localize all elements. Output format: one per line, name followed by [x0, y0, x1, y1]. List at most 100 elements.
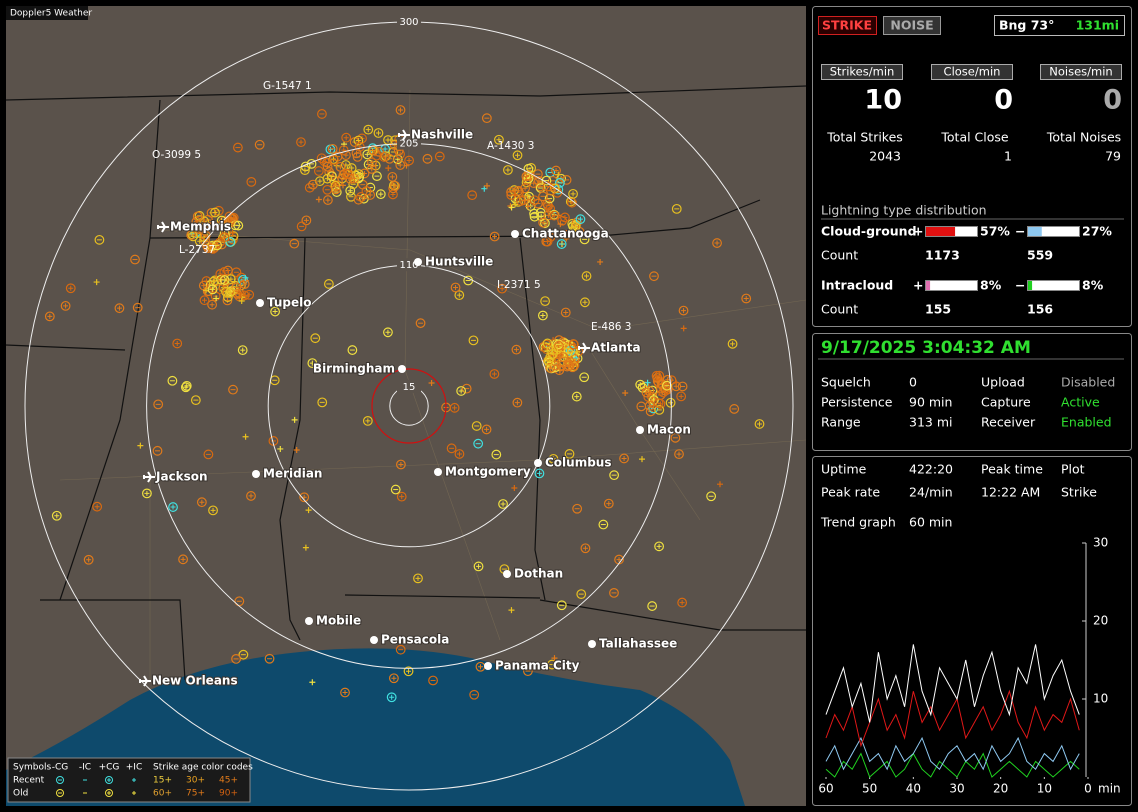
- state-borders: [6, 85, 806, 681]
- strike-symbol: [203, 449, 214, 460]
- strike-symbol: [499, 286, 505, 292]
- sign: −: [1015, 224, 1025, 239]
- strike-symbol: [570, 191, 576, 197]
- setting-text: 90 min: [909, 395, 952, 410]
- strike-symbol: [538, 191, 548, 202]
- strike-symbol: [207, 299, 218, 310]
- distance: 131mi: [1076, 18, 1119, 33]
- strike-symbol: [397, 162, 403, 168]
- strike-symbol: [296, 221, 307, 232]
- strike-symbol: [365, 190, 376, 200]
- strike-symbol: [453, 284, 459, 290]
- close-range-circle: [371, 368, 447, 444]
- strike-symbol: [579, 234, 590, 245]
- strike-symbol: [301, 494, 307, 500]
- city-marker: [588, 640, 596, 648]
- x-tick-label: 10: [1037, 782, 1052, 796]
- x-tick-label: 0: [1084, 782, 1092, 796]
- legend-symbol: [56, 776, 64, 784]
- strike-symbol: [316, 153, 327, 164]
- strike-symbol: [190, 395, 201, 405]
- strike-symbol: [231, 653, 241, 664]
- sign: +: [913, 224, 923, 239]
- strike-symbol: [388, 673, 399, 684]
- stat-text: 24/min: [909, 485, 953, 500]
- strike-symbol: [521, 171, 532, 182]
- strike-symbol: [215, 221, 225, 231]
- strike-symbol: [406, 158, 412, 164]
- y-tick-label: 10: [1093, 692, 1108, 706]
- strike-symbol: [310, 333, 321, 344]
- strike-symbol: [656, 543, 662, 549]
- strike-symbol: [222, 292, 233, 303]
- strike-symbol: [210, 286, 216, 292]
- strike-symbol: [621, 455, 627, 461]
- strike-symbol: [130, 254, 140, 265]
- strike-symbol: [209, 302, 215, 308]
- legend-box: [7, 757, 251, 803]
- strike-symbol: [554, 348, 561, 355]
- city-label: Columbus: [545, 456, 612, 470]
- rate-label: Noises/min: [1049, 65, 1112, 79]
- strike-symbol: [203, 232, 209, 238]
- strike-symbol: [553, 340, 564, 351]
- strike-symbol: [680, 325, 687, 332]
- strike-symbol: [454, 290, 465, 301]
- strike-symbol: [63, 303, 69, 309]
- strike-symbol: [366, 164, 377, 174]
- strike-symbol: [239, 290, 250, 301]
- strike-symbol: [181, 380, 192, 391]
- strike-symbol: [68, 285, 74, 291]
- strike-button[interactable]: [818, 16, 877, 35]
- strike-symbol: [540, 220, 546, 226]
- strike-symbol: [367, 192, 373, 198]
- strike-symbol: [144, 490, 150, 496]
- detector-label: I-2371 5: [497, 279, 541, 291]
- strike-symbol: [415, 575, 421, 581]
- strike-symbol: [542, 338, 553, 349]
- strike-symbol: [413, 573, 423, 584]
- strike-symbol: [94, 234, 105, 245]
- strike-symbol: [347, 345, 358, 355]
- strike-symbol: [197, 238, 203, 244]
- strike-symbol: [398, 461, 404, 467]
- map: 300 205 110 15 Nashville Memphis Chattanooga H…: [6, 6, 806, 806]
- city-label: Tupelo: [267, 296, 312, 310]
- strike-symbol: [580, 297, 590, 308]
- strike-symbol: [757, 421, 762, 427]
- total-value: 2043: [869, 149, 901, 164]
- percent-label: 8%: [980, 278, 1002, 293]
- airport-icon: [578, 342, 590, 354]
- legend: Symbols -CG -IC +CG +IC Strike age color code…: [7, 757, 253, 803]
- strike-symbol: [484, 182, 491, 189]
- city-marker: [252, 470, 260, 478]
- strike-symbol: [307, 358, 318, 369]
- legend-symbol: [105, 776, 113, 784]
- strike-symbol: [300, 165, 310, 176]
- strike-symbol: [390, 484, 401, 495]
- title-box: [6, 6, 88, 20]
- rate-value: 10: [864, 85, 902, 116]
- strike-symbol: [227, 214, 237, 225]
- trend-line: [825, 752, 1080, 778]
- range-rings: 300 205 110 15: [24, 15, 794, 791]
- strike-symbol: [523, 173, 534, 184]
- strike-symbol: [606, 501, 612, 507]
- strike-symbol: [317, 397, 328, 408]
- strike-symbol: [538, 217, 549, 228]
- strike-symbol: [491, 371, 497, 377]
- strike-symbol: [199, 295, 210, 306]
- city-label: Dothan: [514, 567, 563, 581]
- city-label: Birmingham: [313, 362, 395, 376]
- strike-symbol: [212, 210, 218, 216]
- strike-symbol: [202, 297, 208, 303]
- noise-button[interactable]: [883, 16, 941, 35]
- strike-symbol: [492, 234, 498, 240]
- strike-symbol: [452, 405, 458, 411]
- strike-symbol: [572, 503, 583, 514]
- strike-symbol: [406, 668, 412, 674]
- total-label: Total Noises: [1046, 130, 1121, 145]
- strike-symbol: [609, 470, 620, 481]
- strike-symbol: [622, 390, 629, 397]
- percent-label: 57%: [980, 224, 1010, 239]
